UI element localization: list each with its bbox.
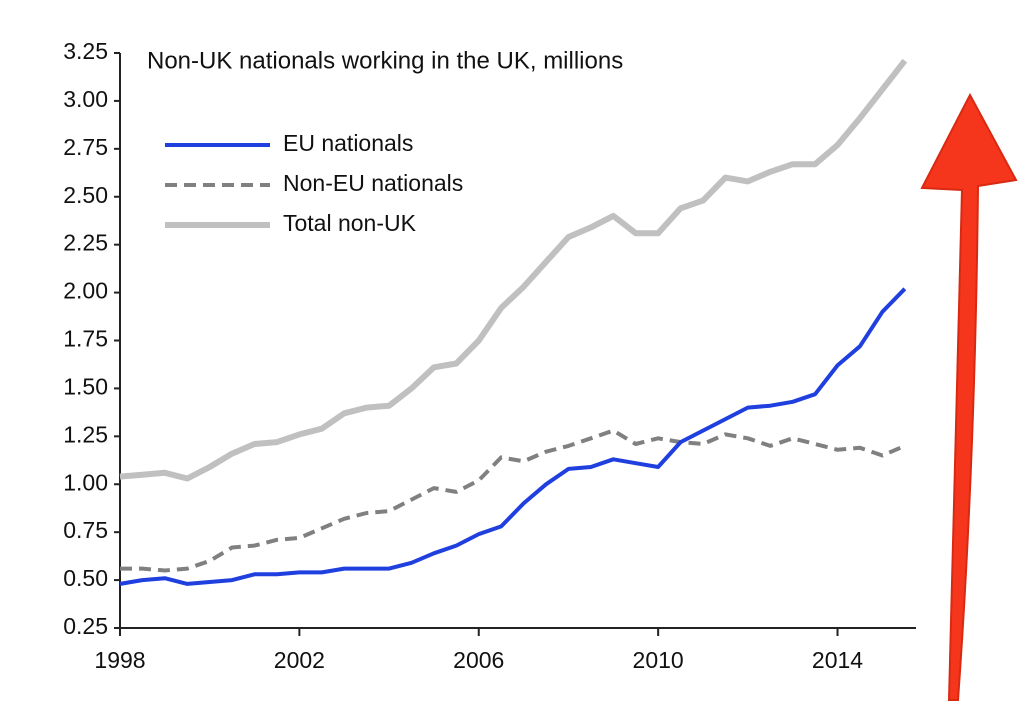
series-line	[120, 428, 906, 573]
red-arrow	[920, 92, 1018, 701]
x-tick-label: 2002	[274, 647, 325, 673]
y-tick-label: 0.25	[63, 613, 108, 639]
y-tick-label: 1.75	[63, 326, 108, 352]
y-tick-label: 2.00	[63, 278, 108, 304]
y-tick-label: 1.25	[63, 421, 108, 447]
y-tick-label: 1.00	[63, 469, 108, 495]
legend-label: Non-EU nationals	[283, 170, 463, 196]
series-line	[119, 58, 908, 482]
x-tick-label: 2010	[633, 647, 684, 673]
x-tick-label: 2006	[453, 647, 504, 673]
y-tick-label: 2.75	[63, 134, 108, 160]
x-tick-label: 2014	[812, 647, 863, 673]
y-tick-label: 1.50	[63, 373, 108, 399]
legend-label: EU nationals	[283, 130, 413, 156]
y-tick-label: 2.50	[63, 182, 108, 208]
y-tick-label: 3.25	[63, 38, 108, 64]
series-line	[119, 287, 907, 586]
x-tick-label: 1998	[94, 647, 145, 673]
y-tick-label: 2.25	[63, 230, 108, 256]
legend-label: Total non-UK	[283, 210, 417, 236]
y-tick-label: 0.50	[63, 565, 108, 591]
chart-title: Non-UK nationals working in the UK, mill…	[147, 47, 623, 74]
y-tick-label: 3.00	[63, 86, 108, 112]
y-tick-label: 0.75	[63, 517, 108, 543]
